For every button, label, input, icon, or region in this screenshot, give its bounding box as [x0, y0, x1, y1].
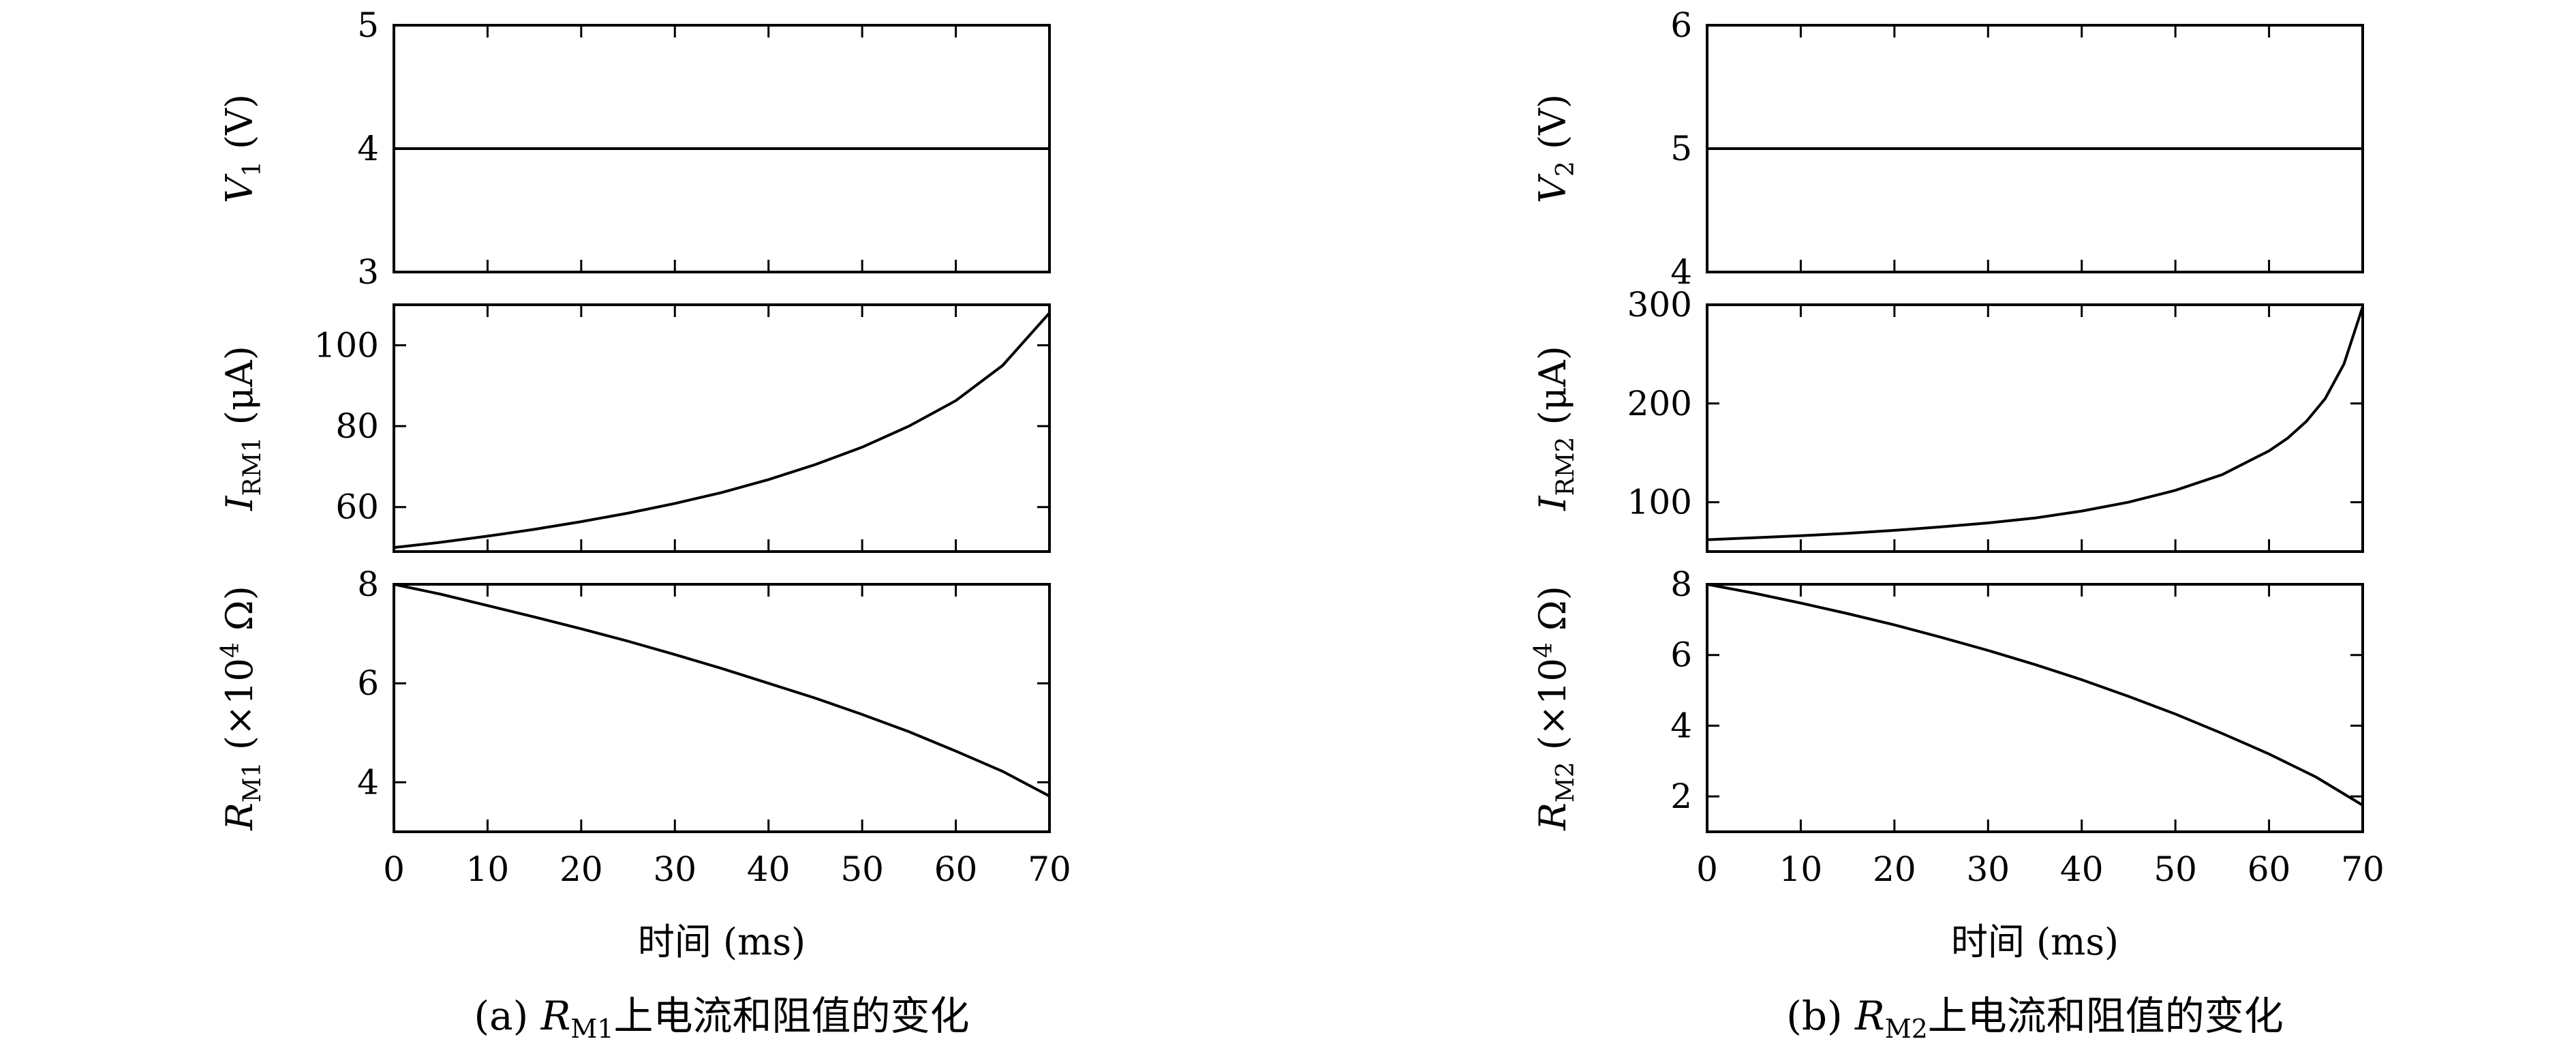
- y-tick-label: 80: [335, 406, 379, 446]
- series-line-r: [1706, 583, 2364, 807]
- y-tick-label: 8: [357, 565, 379, 604]
- x-tick-label: 20: [559, 850, 603, 889]
- y-axis-title-v: V2 (V): [1531, 94, 1580, 203]
- y-tick-label: 8: [1670, 565, 1692, 604]
- x-tick-label: 60: [934, 850, 978, 889]
- y-tick-label: 3: [357, 252, 379, 292]
- x-tick-label: 10: [1779, 850, 1823, 889]
- x-tick-label: 40: [747, 850, 791, 889]
- y-tick-label: 6: [357, 663, 379, 703]
- series-line-r: [393, 583, 1050, 798]
- caption-a: (a) RM1上电流和阻值的变化: [474, 993, 969, 1044]
- y-tick-label: 6: [1670, 5, 1692, 45]
- x-tick-label: 0: [383, 850, 405, 889]
- y-axis-title-v: V1 (V): [218, 94, 266, 203]
- x-axis-title: 时间 (ms): [638, 920, 806, 963]
- y-axis-title-r: RM2 (×104 Ω): [1530, 586, 1580, 831]
- subplot-r: 2 4 6 8 RM2 (×104 Ω): [1530, 565, 2364, 833]
- subplot-r: 4 6 8 RM1 (×104 Ω): [217, 565, 1051, 833]
- x-tick-label: 70: [2341, 850, 2385, 889]
- subplot-i: 100 200 300 IRM2 (μA): [1531, 285, 2364, 553]
- y-tick-label: 200: [1627, 384, 1692, 423]
- x-tick-label: 30: [1966, 850, 2010, 889]
- x-tick-label: 50: [2153, 850, 2197, 889]
- y-tick-label: 5: [357, 5, 379, 45]
- y-tick-label: 300: [1627, 285, 1692, 325]
- y-tick-label: 4: [357, 762, 379, 802]
- y-tick-label: 6: [1670, 635, 1692, 675]
- caption-b: (b) RM2上电流和阻值的变化: [1786, 993, 2284, 1044]
- series-line-i: [393, 312, 1051, 550]
- series-line-i: [1706, 306, 2364, 541]
- subplot-v: 4 5 6 V2 (V): [1531, 5, 2364, 292]
- x-tick-label: 0: [1696, 850, 1718, 889]
- plot-frame: [1706, 583, 2364, 833]
- x-tick-label: 30: [653, 850, 696, 889]
- y-tick-label: 100: [1627, 483, 1692, 522]
- y-tick-label: 4: [1670, 706, 1692, 745]
- y-tick-label: 5: [1670, 129, 1692, 168]
- x-tick-label: 40: [2060, 850, 2104, 889]
- y-tick-label: 100: [314, 325, 379, 365]
- y-axis-title-r: RM1 (×104 Ω): [217, 586, 266, 831]
- x-tick-label: 10: [466, 850, 510, 889]
- subplot-i: 60 80 100 IRM1 (μA): [218, 303, 1051, 553]
- plot-frame: [1706, 303, 2364, 553]
- x-axis-title: 时间 (ms): [1951, 920, 2119, 963]
- plot-frame: [393, 303, 1051, 553]
- plot-frame: [393, 583, 1051, 833]
- x-tick-label: 60: [2248, 850, 2291, 889]
- y-axis-title-i: IRM2 (μA): [1531, 346, 1580, 511]
- y-tick-label: 4: [1670, 252, 1692, 292]
- x-tick-label: 50: [840, 850, 884, 889]
- subplot-v: 3 4 5 V1 (V): [218, 5, 1051, 292]
- x-tick-label: 20: [1873, 850, 1916, 889]
- y-tick-label: 4: [357, 129, 379, 168]
- y-tick-label: 2: [1670, 777, 1692, 816]
- y-axis-title-i: IRM1 (μA): [218, 346, 266, 511]
- x-tick-label: 70: [1028, 850, 1071, 889]
- y-tick-label: 60: [335, 487, 379, 527]
